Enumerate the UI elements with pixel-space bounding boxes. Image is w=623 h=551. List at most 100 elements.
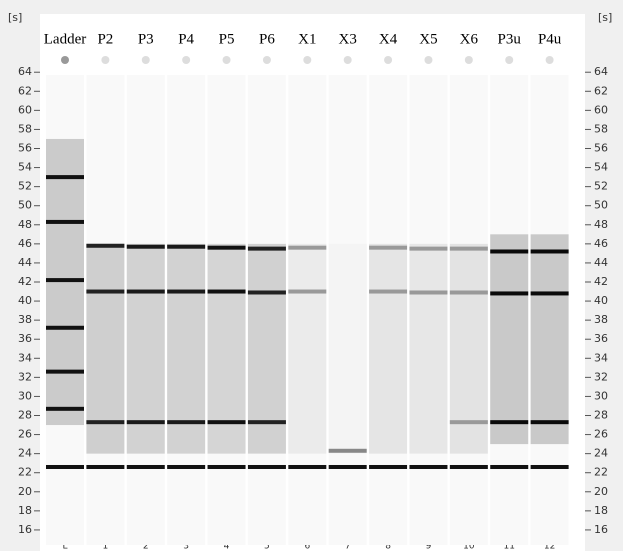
- band: [86, 420, 125, 425]
- y-tick-label: 32: [18, 370, 32, 383]
- y-tick-label: 36: [18, 332, 32, 345]
- smear: [86, 243, 125, 454]
- band: [490, 291, 529, 296]
- band: [126, 289, 165, 294]
- unit-label-right: [s]: [598, 11, 612, 24]
- band: [126, 244, 165, 249]
- lane-name: X4: [379, 31, 398, 47]
- y-tick-label: 58: [594, 122, 608, 135]
- band: [449, 464, 488, 469]
- lane-name: P4u: [538, 31, 562, 47]
- smear: [328, 243, 367, 454]
- y-tick-label: 32: [594, 370, 608, 383]
- band: [247, 246, 286, 251]
- y-tick-label: 28: [594, 409, 608, 422]
- y-tick-label: 48: [18, 218, 32, 231]
- band: [288, 289, 327, 294]
- y-tick-label: 62: [18, 84, 32, 97]
- lane-name: P6: [259, 31, 275, 47]
- band: [46, 325, 84, 330]
- lane-number: 6: [304, 542, 310, 551]
- y-tick-label: 50: [594, 199, 608, 212]
- band: [449, 420, 488, 425]
- band: [409, 290, 448, 295]
- band: [207, 464, 246, 469]
- band: [288, 245, 327, 250]
- y-tick-label: 56: [594, 142, 608, 155]
- y-tick-label: 64: [594, 65, 608, 78]
- band: [207, 289, 246, 294]
- y-tick-label: 46: [594, 237, 608, 250]
- band: [328, 448, 367, 453]
- y-tick-label: 18: [594, 504, 608, 517]
- band: [288, 464, 327, 469]
- band: [46, 464, 84, 469]
- y-tick-label: 42: [594, 275, 608, 288]
- y-tick-label: 26: [594, 428, 608, 441]
- y-tick-label: 22: [594, 466, 608, 479]
- band: [409, 246, 448, 251]
- smear: [288, 243, 327, 454]
- band: [369, 289, 408, 294]
- y-tick-label: 56: [18, 142, 32, 155]
- y-tick-label: 34: [594, 351, 608, 364]
- y-tick-label: 24: [18, 447, 32, 460]
- smear: [449, 243, 488, 454]
- y-tick-label: 20: [18, 485, 32, 498]
- well: [303, 56, 312, 64]
- lane-number: 1: [103, 542, 109, 551]
- lane-number: 12: [544, 542, 555, 551]
- y-tick-label: 44: [18, 256, 32, 269]
- well: [384, 56, 393, 64]
- lane-name: P2: [97, 31, 113, 47]
- well: [424, 56, 433, 64]
- smear: [490, 234, 529, 445]
- band: [247, 464, 286, 469]
- well: [141, 56, 150, 64]
- smear: [247, 243, 286, 454]
- band: [167, 420, 206, 425]
- band: [46, 219, 84, 224]
- lane-name: X1: [298, 31, 316, 47]
- band: [449, 246, 488, 251]
- y-tick-label: 46: [18, 237, 32, 250]
- lane-name: X6: [460, 31, 479, 47]
- well: [464, 56, 473, 64]
- band: [46, 406, 84, 411]
- lane-number: 8: [385, 542, 391, 551]
- y-tick-label: 30: [594, 389, 608, 402]
- y-tick-label: 52: [18, 180, 32, 193]
- lane-name: P5: [219, 31, 235, 47]
- lane-number: 9: [426, 542, 432, 551]
- y-tick-label: 38: [18, 313, 32, 326]
- well: [182, 56, 191, 64]
- band: [86, 289, 125, 294]
- y-tick-label: 34: [18, 351, 32, 364]
- band: [369, 245, 408, 250]
- y-tick-label: 38: [594, 313, 608, 326]
- y-tick-label: 20: [594, 485, 608, 498]
- band: [530, 291, 569, 296]
- y-tick-label: 16: [594, 523, 608, 536]
- unit-label-left: [s]: [8, 11, 22, 24]
- y-tick-label: 16: [18, 523, 32, 536]
- band: [86, 243, 125, 248]
- y-tick-label: 52: [594, 180, 608, 193]
- lane-number: 5: [264, 542, 270, 551]
- band: [46, 175, 84, 180]
- y-tick-label: 62: [594, 84, 608, 97]
- y-tick-label: 22: [18, 466, 32, 479]
- band: [490, 249, 529, 254]
- y-tick-label: 30: [18, 389, 32, 402]
- y-tick-label: 44: [594, 256, 608, 269]
- y-tick-label: 26: [18, 428, 32, 441]
- band: [490, 464, 529, 469]
- smear: [409, 243, 448, 454]
- y-tick-label: 54: [594, 161, 608, 174]
- band: [207, 420, 246, 425]
- band: [167, 289, 206, 294]
- lane-number: 10: [463, 542, 475, 551]
- y-tick-label: 36: [594, 332, 608, 345]
- y-tick-label: 42: [18, 275, 32, 288]
